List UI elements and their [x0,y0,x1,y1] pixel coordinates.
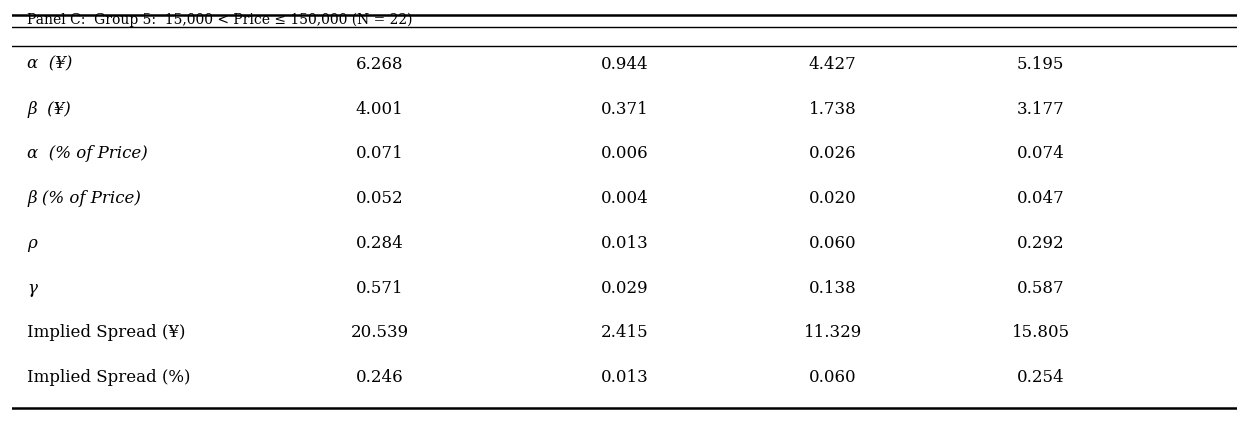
Text: 0.026: 0.026 [809,146,857,162]
Text: 1.738: 1.738 [808,101,857,118]
Text: 0.029: 0.029 [601,280,648,297]
Text: 0.138: 0.138 [808,280,857,297]
Text: 15.805: 15.805 [1012,324,1069,341]
Text: 0.013: 0.013 [601,369,648,386]
Text: 0.052: 0.052 [356,190,403,207]
Text: 0.571: 0.571 [356,280,403,297]
Text: Panel C:  Group 5:  15,000 < Price ≤ 150,000 (N = 22): Panel C: Group 5: 15,000 < Price ≤ 150,0… [27,12,412,27]
Text: α  (% of Price): α (% of Price) [27,146,147,162]
Text: 4.001: 4.001 [356,101,403,118]
Text: Implied Spread (¥): Implied Spread (¥) [27,324,186,341]
Text: α  (¥): α (¥) [27,56,72,73]
Text: 11.329: 11.329 [803,324,862,341]
Text: 0.004: 0.004 [601,190,648,207]
Text: 0.060: 0.060 [809,369,857,386]
Text: ρ: ρ [27,235,37,252]
Text: Implied Spread (%): Implied Spread (%) [27,369,191,386]
Text: 0.060: 0.060 [809,235,857,252]
Text: 0.371: 0.371 [601,101,648,118]
Text: 0.944: 0.944 [601,56,648,73]
Text: β (% of Price): β (% of Price) [27,190,141,207]
Text: 0.284: 0.284 [356,235,403,252]
Text: 0.020: 0.020 [808,190,857,207]
Text: 0.006: 0.006 [601,146,648,162]
Text: 20.539: 20.539 [351,324,408,341]
Text: 0.071: 0.071 [356,146,403,162]
Text: 4.427: 4.427 [808,56,857,73]
Text: 0.246: 0.246 [356,369,403,386]
Text: 2.415: 2.415 [601,324,648,341]
Text: 0.013: 0.013 [601,235,648,252]
Text: γ: γ [27,280,37,297]
Text: 0.074: 0.074 [1017,146,1064,162]
Text: 3.177: 3.177 [1017,101,1064,118]
Text: 0.292: 0.292 [1017,235,1064,252]
Text: 0.587: 0.587 [1017,280,1064,297]
Text: 5.195: 5.195 [1017,56,1064,73]
Text: β  (¥): β (¥) [27,101,71,118]
Text: 0.047: 0.047 [1017,190,1064,207]
Text: 0.254: 0.254 [1017,369,1064,386]
Text: 6.268: 6.268 [356,56,403,73]
